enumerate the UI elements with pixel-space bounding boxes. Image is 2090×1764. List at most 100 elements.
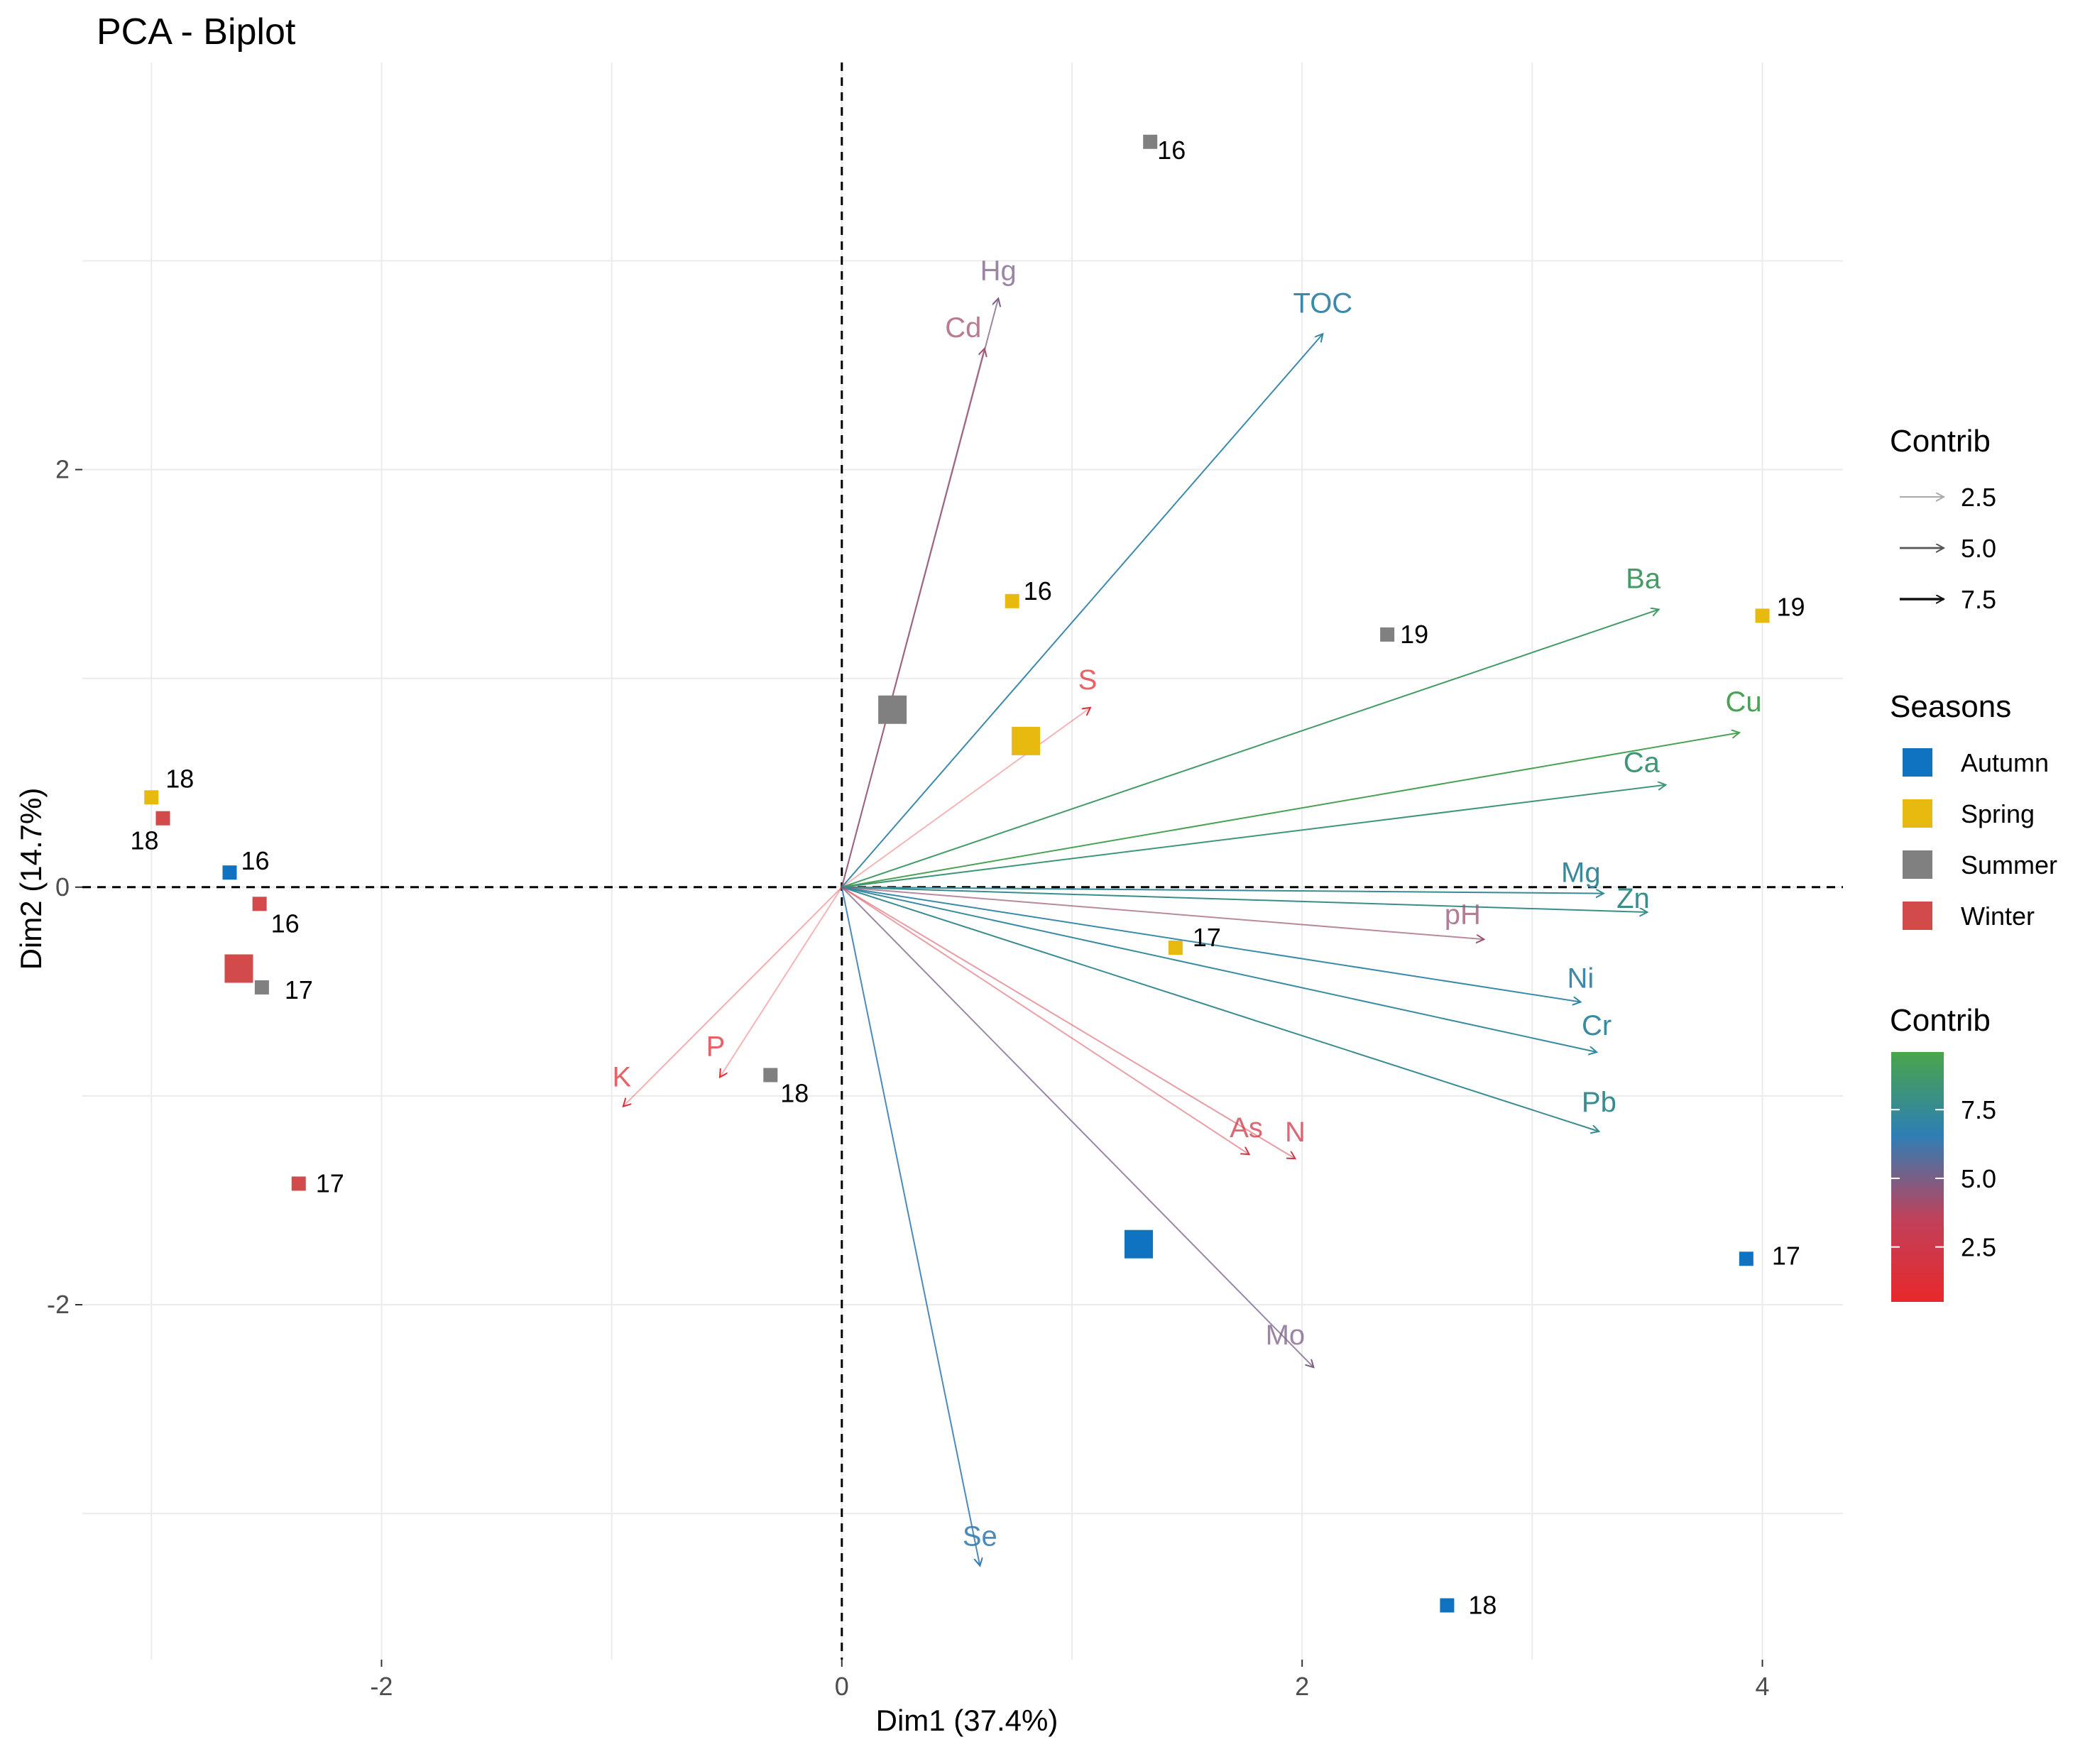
variable-label-as: As [1230,1112,1263,1144]
variable-label-cr: Cr [1582,1010,1612,1041]
variable-label-p: P [706,1031,726,1062]
point-label: 18 [1468,1591,1497,1620]
variable-label-toc: TOC [1293,287,1352,319]
variable-arrow-mo [841,887,1314,1367]
variable-label-se: Se [963,1521,997,1552]
point-label: 16 [1024,576,1052,606]
legend-label-winter: Winter [1961,902,2035,931]
variable-label-ni: Ni [1567,963,1594,995]
point-autumn [1440,1598,1455,1613]
centroid-winter [224,954,253,983]
legend-swatch-winter [1903,902,1932,930]
variable-arrow-p [720,887,843,1078]
variable-arrow-cr [841,886,1597,1052]
point-label: 16 [241,846,269,875]
variable-arrow-cu [841,733,1739,888]
legend-swatch-spring [1903,799,1932,828]
variable-arrows [623,298,1739,1565]
variable-label-ca: Ca [1624,747,1660,779]
x-tick-label: 4 [1756,1672,1770,1701]
point-label: 16 [1157,136,1186,165]
variable-arrow-k [623,887,843,1107]
variable-arrow-ni [841,886,1581,1002]
point-summer [254,980,269,995]
legend-gradient-label: 2.5 [1961,1233,1996,1262]
variable-arrow-n [841,886,1296,1158]
legend-gradient-label: 5.0 [1961,1164,1996,1193]
variable-label-ph: pH [1445,899,1481,930]
variable-label-k: K [612,1062,631,1093]
legend-arrow-label: 5.0 [1961,534,1996,563]
zero-reference-lines [82,62,1843,1660]
centroid-summer [878,695,907,724]
legend-arrow-label: 2.5 [1961,483,1996,512]
season-centroids [224,695,1153,1259]
variable-arrow-pb [841,886,1599,1132]
point-label: 19 [1400,620,1428,649]
legend-contrib-gradient: Contrib 7.5 5.0 2.5 [1890,1003,1996,1302]
chart-title: PCA - Biplot [97,11,296,53]
variable-arrow-s [841,708,1090,888]
point-spring [144,790,159,805]
point-label: 16 [271,909,300,938]
y-tick-label: 0 [55,872,70,902]
variable-label-mg: Mg [1561,858,1601,889]
variable-arrow-ph [841,886,1484,940]
point-autumn [222,865,237,880]
point-winter [252,897,267,911]
variable-label-pb: Pb [1582,1087,1616,1118]
variable-label-ba: Ba [1626,564,1661,595]
variable-arrow-as [841,886,1249,1154]
variable-arrow-ca [841,785,1666,888]
y-tick-label: -2 [47,1290,70,1319]
point-spring [1168,941,1183,955]
point-label: 18 [165,764,194,793]
point-label: 17 [316,1168,344,1198]
point-winter [155,811,170,826]
x-tick-label: -2 [370,1672,393,1701]
legend-label-summer: Summer [1961,850,2057,880]
y-axis-title: Dim2 (14.7%) [14,788,48,970]
point-winter [291,1176,306,1191]
legend-arrow-label: 7.5 [1961,585,1996,614]
point-summer [1380,627,1395,642]
variable-arrow-se [841,887,980,1566]
legend-contrib-arrows: Contrib 2.5 5.0 7.5 [1890,424,1996,614]
point-autumn [1739,1251,1753,1266]
x-tick-label: 0 [835,1672,849,1701]
variable-label-cd: Cd [945,312,981,344]
legend-label-spring: Spring [1961,799,2035,828]
point-spring [1755,608,1770,623]
variable-arrow-ba [841,610,1659,888]
variable-label-mo: Mo [1266,1320,1306,1351]
point-spring [1005,593,1019,608]
point-label: 17 [1193,923,1221,952]
legend-arrows-title: Contrib [1890,424,1991,459]
legend-gradient-bar [1891,1052,1944,1302]
point-label: 17 [285,975,313,1004]
variable-arrow-cd [841,349,985,888]
individual-points [144,134,1770,1613]
variable-label-zn: Zn [1616,883,1650,914]
legend-label-autumn: Autumn [1961,748,2049,777]
variable-label-hg: Hg [980,255,1017,286]
x-axis-title: Dim1 (37.4%) [876,1704,1058,1737]
plot-panel: Hg Cd TOC S Ba Cu Ca Mg Zn pH Ni Cr Pb As N Mo Se K P 16 16 1… [82,62,1843,1660]
centroid-spring [1012,726,1041,755]
point-summer [763,1068,778,1083]
legend-seasons-title: Seasons [1890,689,2011,724]
axes: -2 0 2 4 -2 0 2 [47,455,1770,1701]
variable-label-cu: Cu [1726,686,1762,718]
legend-swatch-autumn [1903,748,1932,777]
point-label: 18 [780,1078,809,1107]
variable-arrow-mg [841,886,1604,894]
point-labels: Hg Cd TOC S Ba Cu Ca Mg Zn pH Ni Cr Pb As N Mo Se K P 16 16 1… [130,136,1805,1620]
point-label: 17 [1772,1241,1800,1270]
point-label: 19 [1777,592,1805,621]
point-summer [1143,134,1158,149]
variable-label-n: N [1285,1117,1306,1148]
legend-gradient-label: 7.5 [1961,1095,1996,1124]
y-tick-label: 2 [55,455,70,484]
variable-arrow-zn [841,886,1648,912]
point-label: 18 [130,826,158,855]
